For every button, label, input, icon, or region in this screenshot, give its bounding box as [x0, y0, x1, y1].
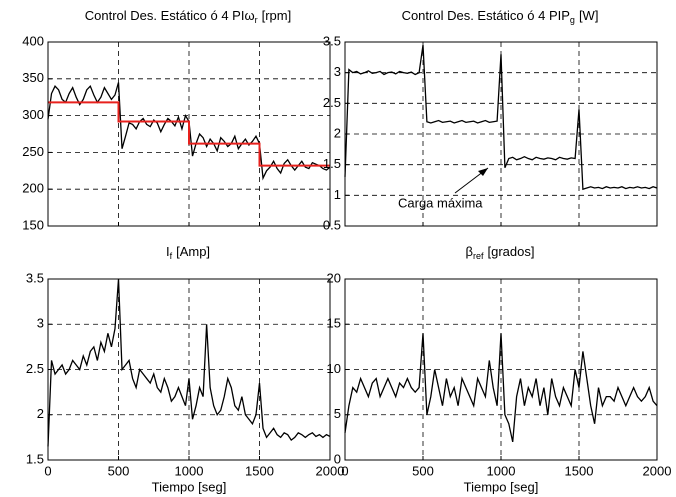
- y-tick-label: 2.5: [26, 361, 44, 376]
- ylabel-symbol: P: [561, 8, 570, 23]
- x-tick-label: 0: [341, 463, 348, 478]
- x-tick-label: 2000: [316, 463, 345, 478]
- y-tick-label: 200: [22, 181, 44, 196]
- x-axis-label: Tiempo [seg]: [152, 479, 227, 494]
- annotation: Carga máxima: [398, 195, 483, 210]
- y-tick-label: 3.5: [26, 270, 44, 285]
- x-tick-label: 1500: [565, 463, 594, 478]
- ylabel-unit: [Amp]: [176, 244, 210, 259]
- x-tick-label: 1000: [487, 463, 516, 478]
- x-tick-label: 1000: [175, 463, 204, 478]
- x-tick-label: 500: [412, 463, 434, 478]
- ylabel-subscript: r: [255, 15, 258, 25]
- data-line: [344, 333, 658, 443]
- x-tick-label: 500: [108, 463, 130, 478]
- plot-frame: [344, 41, 658, 227]
- y-tick-label: 150: [22, 217, 44, 232]
- ylabel-subscript: g: [570, 15, 575, 25]
- y-tick-label: 1: [334, 187, 341, 202]
- y-tick-label: 400: [22, 33, 44, 48]
- ylabel-subscript: f: [170, 251, 173, 261]
- ylabel-symbol: β: [466, 244, 473, 259]
- data-line: [344, 44, 658, 191]
- y-tick-label: 350: [22, 70, 44, 85]
- data-line: [48, 101, 330, 167]
- data-line: [47, 278, 331, 447]
- y-tick-label: 1.5: [26, 451, 44, 466]
- y-tick-label: 1.5: [323, 156, 341, 171]
- arrow-head: [478, 168, 488, 176]
- y-tick-label: 10: [327, 361, 341, 376]
- chart-title: Control Des. Estático ó 4 PIωr [rpm]: [85, 8, 291, 25]
- y-tick-label: 2: [334, 125, 341, 140]
- y-tick-label: 3: [334, 64, 341, 79]
- x-tick-label: 0: [44, 463, 51, 478]
- y-tick-label: 3.5: [323, 33, 341, 48]
- x-tick-label: 2000: [643, 463, 672, 478]
- y-tick-label: 0: [334, 451, 341, 466]
- ylabel-unit: [W]: [579, 8, 599, 23]
- chart-title: If [Amp]: [166, 244, 210, 261]
- title-text: Control Des. Estático ó 4 PI: [402, 8, 562, 23]
- plot-frame: [344, 278, 658, 461]
- ylabel-symbol: I: [166, 244, 170, 259]
- y-tick-label: 15: [327, 316, 341, 331]
- y-tick-label: 0.5: [323, 217, 341, 232]
- chart-title: βref [grados]: [466, 244, 535, 261]
- y-tick-label: 20: [327, 270, 341, 285]
- y-tick-label: 3: [37, 316, 44, 331]
- y-tick-label: 250: [22, 144, 44, 159]
- y-tick-label: 5: [334, 406, 341, 421]
- y-tick-label: 300: [22, 107, 44, 122]
- x-tick-label: 1500: [245, 463, 274, 478]
- ylabel-unit: [grados]: [488, 244, 535, 259]
- ylabel-symbol: ω: [244, 8, 254, 23]
- chart-title: Control Des. Estático ó 4 PIPg [W]: [402, 8, 599, 25]
- ylabel-unit: [rpm]: [262, 8, 292, 23]
- title-text: Control Des. Estático ó 4 PI: [85, 8, 245, 23]
- y-tick-label: 2: [37, 406, 44, 421]
- ylabel-subscript: ref: [473, 251, 484, 261]
- x-axis-label: Tiempo [seg]: [464, 479, 539, 494]
- y-tick-label: 2.5: [323, 95, 341, 110]
- plot-frame: [47, 41, 331, 227]
- plot-frame: [47, 278, 331, 461]
